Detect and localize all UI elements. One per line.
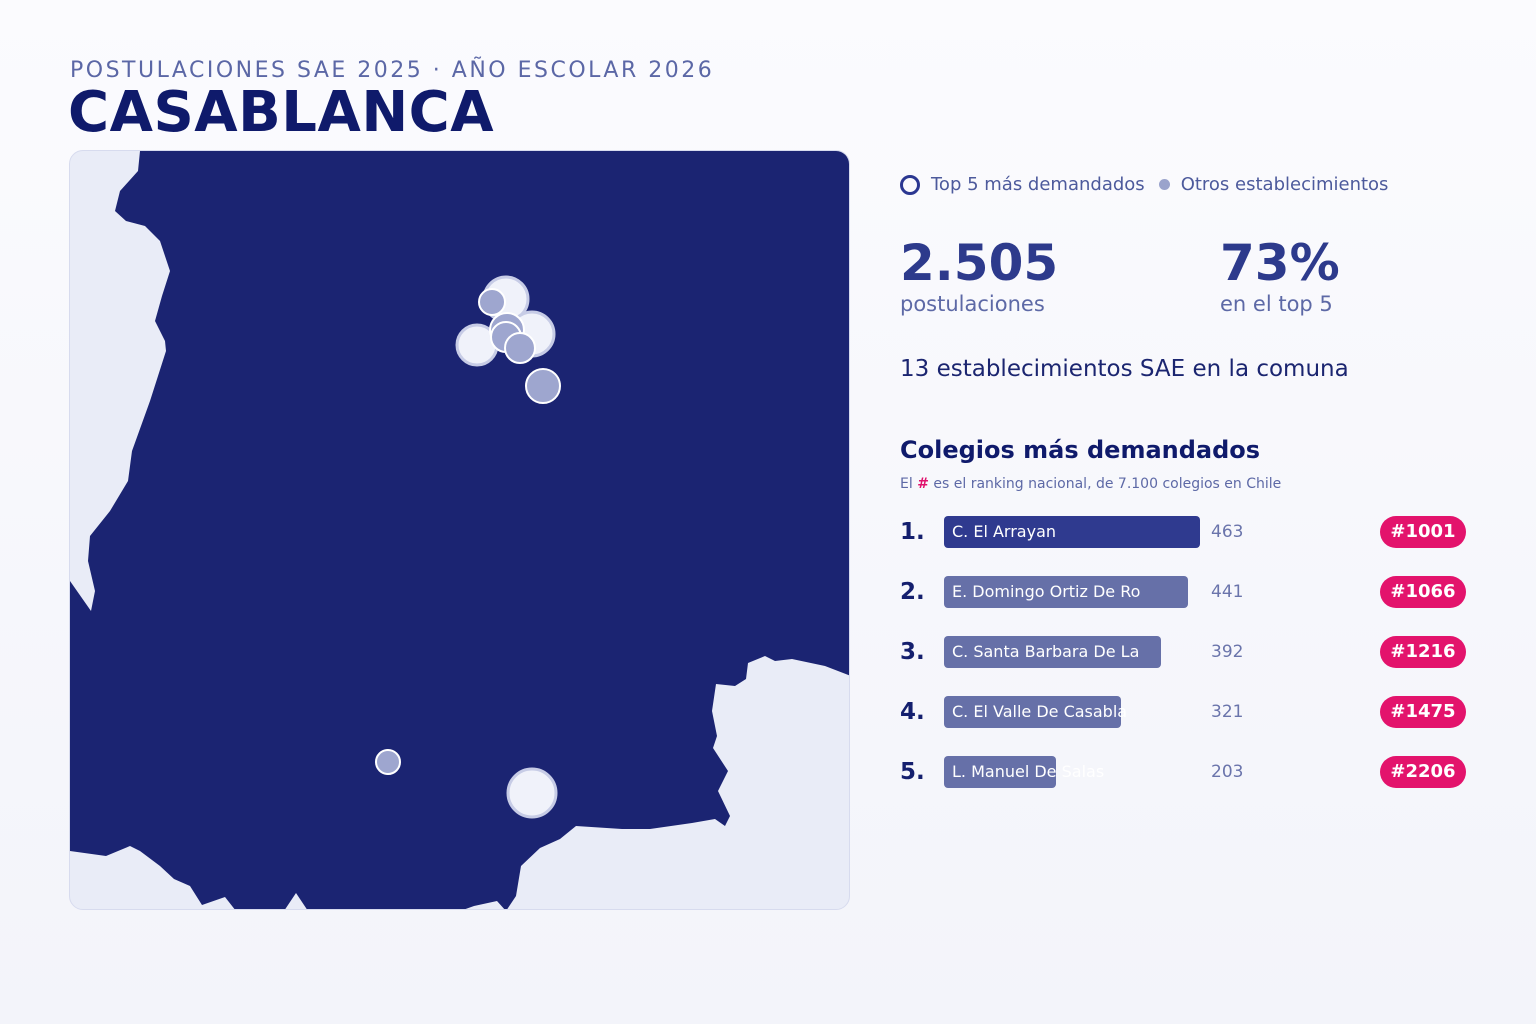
header-kicker: POSTULACIONES SAE 2025 · AÑO ESCOLAR 202…: [70, 58, 715, 83]
others-dot-icon: [1158, 179, 1170, 190]
map-legend: Top 5 más demandados Otros establecimien…: [900, 174, 1388, 195]
ranking-count: 463: [1211, 522, 1244, 542]
ranking-bar: [944, 576, 1188, 608]
ranking-bar: [944, 756, 1056, 788]
top5-share-label: en el top 5: [1220, 292, 1333, 316]
ranking-row[interactable]: 3. C. Santa Barbara De La 392 #1216: [900, 635, 1470, 669]
map-svg: [70, 151, 849, 909]
ranking-subtitle-suffix: es el ranking nacional, de 7.100 colegio…: [933, 476, 1282, 492]
ranking-school-name: C. Santa Barbara De La: [952, 642, 1140, 661]
national-rank-badge: #1001: [1380, 516, 1466, 548]
postulaciones-value: 2.505: [900, 234, 1059, 292]
legend-top5-label: Top 5 más demandados: [931, 174, 1145, 195]
ranking-position: 3.: [900, 639, 925, 665]
ranking-row[interactable]: 5. L. Manuel De Salas 203 #2206: [900, 755, 1470, 789]
page-title: CASABLANCA: [68, 80, 495, 145]
national-rank-badge: #2206: [1380, 756, 1466, 788]
postulaciones-label: postulaciones: [900, 292, 1045, 316]
top5-ring-icon: [900, 174, 920, 195]
legend-others-label: Otros establecimientos: [1180, 174, 1389, 195]
ranking-count: 392: [1211, 642, 1244, 662]
ranking-subtitle: El # es el ranking nacional, de 7.100 co…: [900, 476, 1281, 492]
national-rank-badge: #1066: [1380, 576, 1466, 608]
ranking-school-name: L. Manuel De Salas: [952, 762, 1105, 781]
ranking-count: 441: [1211, 582, 1244, 602]
ranking-school-name: E. Domingo Ortiz De Ro: [952, 582, 1141, 601]
school-markers: [375, 275, 561, 819]
ranking-title: Colegios más demandados: [900, 436, 1261, 464]
ranking-subtitle-prefix: El: [900, 476, 913, 492]
ranking-bar: [944, 516, 1200, 548]
commune-land: [70, 151, 849, 909]
ranking-row[interactable]: 4. C. El Valle De Casabla 321 #1475: [900, 695, 1470, 729]
ranking-position: 5.: [900, 759, 925, 785]
top5-school-marker[interactable]: [506, 767, 558, 819]
national-rank-badge: #1216: [1380, 636, 1466, 668]
ranking-subtitle-hash: #: [917, 476, 929, 492]
establecimientos-count: 13 establecimientos SAE en la comuna: [900, 356, 1349, 382]
ranking-bar: [944, 636, 1161, 668]
other-school-marker[interactable]: [375, 749, 401, 775]
top5-share-value: 73%: [1220, 234, 1340, 292]
ranking-school-name: C. El Arrayan: [952, 522, 1057, 541]
ranking-count: 321: [1211, 702, 1244, 722]
ranking-row[interactable]: 2. E. Domingo Ortiz De Ro 441 #1066: [900, 575, 1470, 609]
other-school-marker[interactable]: [478, 288, 506, 316]
ranking-position: 2.: [900, 579, 925, 605]
ranking-position: 1.: [900, 519, 925, 545]
ranking-bar: [944, 696, 1121, 728]
other-school-marker[interactable]: [504, 332, 536, 364]
other-school-marker[interactable]: [525, 368, 561, 404]
ranking-count: 203: [1211, 762, 1244, 782]
commune-map[interactable]: [69, 150, 850, 910]
ranking-school-name: C. El Valle De Casabla: [952, 702, 1128, 721]
national-rank-badge: #1475: [1380, 696, 1466, 728]
ranking-row[interactable]: 1. C. El Arrayan 463 #1001: [900, 515, 1470, 549]
ranking-position: 4.: [900, 699, 925, 725]
